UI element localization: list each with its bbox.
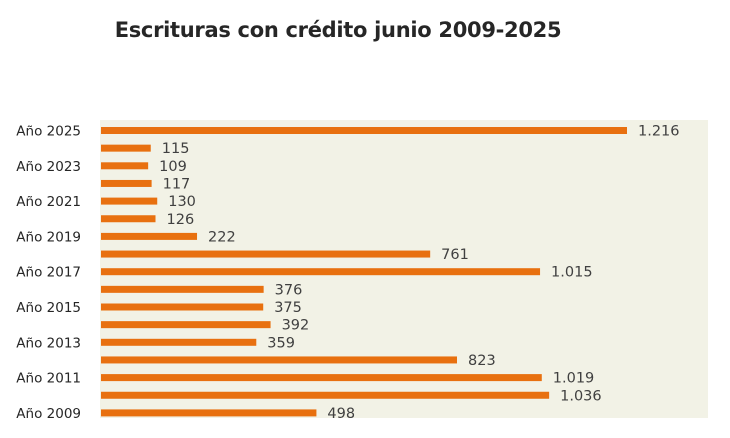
bar xyxy=(101,409,317,417)
category-label: Año 2025 xyxy=(16,124,81,140)
category-label: Año 2017 xyxy=(16,265,81,281)
bar xyxy=(101,250,431,258)
data-label: 222 xyxy=(208,229,236,245)
data-label: 359 xyxy=(267,335,295,351)
bar xyxy=(101,285,264,293)
bar xyxy=(101,303,264,311)
bar xyxy=(101,179,152,187)
data-label: 1.015 xyxy=(551,265,593,281)
category-labels-layer: Año 2025 Año 2023 Año 2021 Año 2019 Año 2017… xyxy=(16,124,81,422)
data-label: 109 xyxy=(159,159,187,175)
bar xyxy=(101,321,271,329)
category-label: Año 2013 xyxy=(16,335,81,351)
data-label: 498 xyxy=(327,406,355,422)
chart-title: Escrituras con crédito junio 2009-2025 xyxy=(114,18,562,42)
bar xyxy=(101,356,457,364)
bar xyxy=(101,162,149,170)
data-label: 376 xyxy=(275,282,303,298)
data-label: 392 xyxy=(282,318,310,334)
bar xyxy=(101,232,198,240)
data-label: 1.019 xyxy=(553,371,595,387)
bar xyxy=(101,215,156,223)
data-label: 130 xyxy=(168,194,196,210)
category-label: Año 2015 xyxy=(16,300,81,316)
category-label: Año 2021 xyxy=(16,194,81,210)
data-label: 117 xyxy=(163,176,191,192)
bar xyxy=(101,127,627,134)
category-label: Año 2019 xyxy=(16,229,81,245)
bars-layer xyxy=(101,127,627,417)
category-label: Año 2023 xyxy=(16,159,81,175)
bar xyxy=(101,374,542,382)
data-label: 823 xyxy=(468,353,496,369)
bar xyxy=(101,338,257,346)
data-label: 761 xyxy=(441,247,469,263)
bar xyxy=(101,144,151,152)
bar xyxy=(101,268,541,276)
data-label: 115 xyxy=(162,141,190,157)
data-label: 1.036 xyxy=(560,388,602,404)
data-label: 1.216 xyxy=(638,124,680,140)
bar xyxy=(101,197,158,205)
category-label: Año 2011 xyxy=(16,371,81,387)
data-label: 375 xyxy=(274,300,302,316)
category-label: Año 2009 xyxy=(16,406,81,422)
data-label: 126 xyxy=(167,212,195,228)
bar xyxy=(101,391,550,399)
